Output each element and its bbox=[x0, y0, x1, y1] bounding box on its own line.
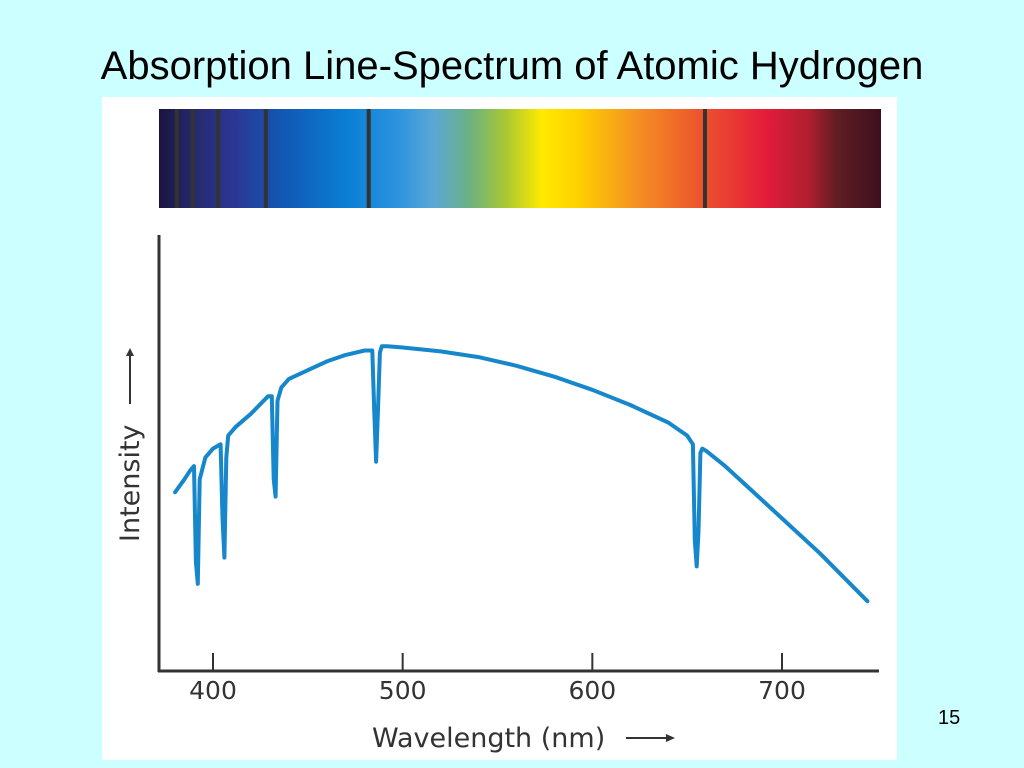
y-axis-arrowhead bbox=[126, 348, 134, 356]
absorption-line bbox=[263, 109, 268, 208]
intensity-curve bbox=[173, 344, 870, 604]
slide-number: 15 bbox=[938, 707, 961, 729]
intensity-plot: 400 500 600 700 Intensity Wavelength (nm) bbox=[115, 235, 879, 754]
y-axis-label-text: Intensity bbox=[115, 424, 146, 542]
spectrum-gradient bbox=[159, 109, 881, 208]
x-axis-label: Wavelength (nm) bbox=[372, 723, 675, 754]
absorption-line bbox=[216, 109, 221, 208]
y-axis-label: Intensity bbox=[115, 348, 146, 542]
x-ticks: 400 500 600 700 bbox=[189, 653, 806, 705]
x-axis-label-text: Wavelength (nm) bbox=[372, 723, 605, 754]
spectrum-absorption-lines bbox=[174, 109, 707, 208]
x-tick-label: 400 bbox=[189, 676, 237, 705]
figure-panel: 400 500 600 700 Intensity Wavelength (nm) bbox=[102, 97, 897, 760]
absorption-spectrum-strip bbox=[159, 109, 881, 208]
absorption-line bbox=[174, 109, 179, 208]
x-axis-arrowhead bbox=[666, 734, 675, 742]
absorption-line bbox=[366, 109, 371, 208]
absorption-line bbox=[703, 109, 707, 208]
slide-title: Absorption Line-Spectrum of Atomic Hydro… bbox=[100, 44, 924, 88]
x-tick-label: 500 bbox=[379, 676, 427, 705]
absorption-line bbox=[190, 109, 195, 208]
x-tick-label: 700 bbox=[758, 676, 806, 705]
x-tick-label: 600 bbox=[568, 676, 616, 705]
